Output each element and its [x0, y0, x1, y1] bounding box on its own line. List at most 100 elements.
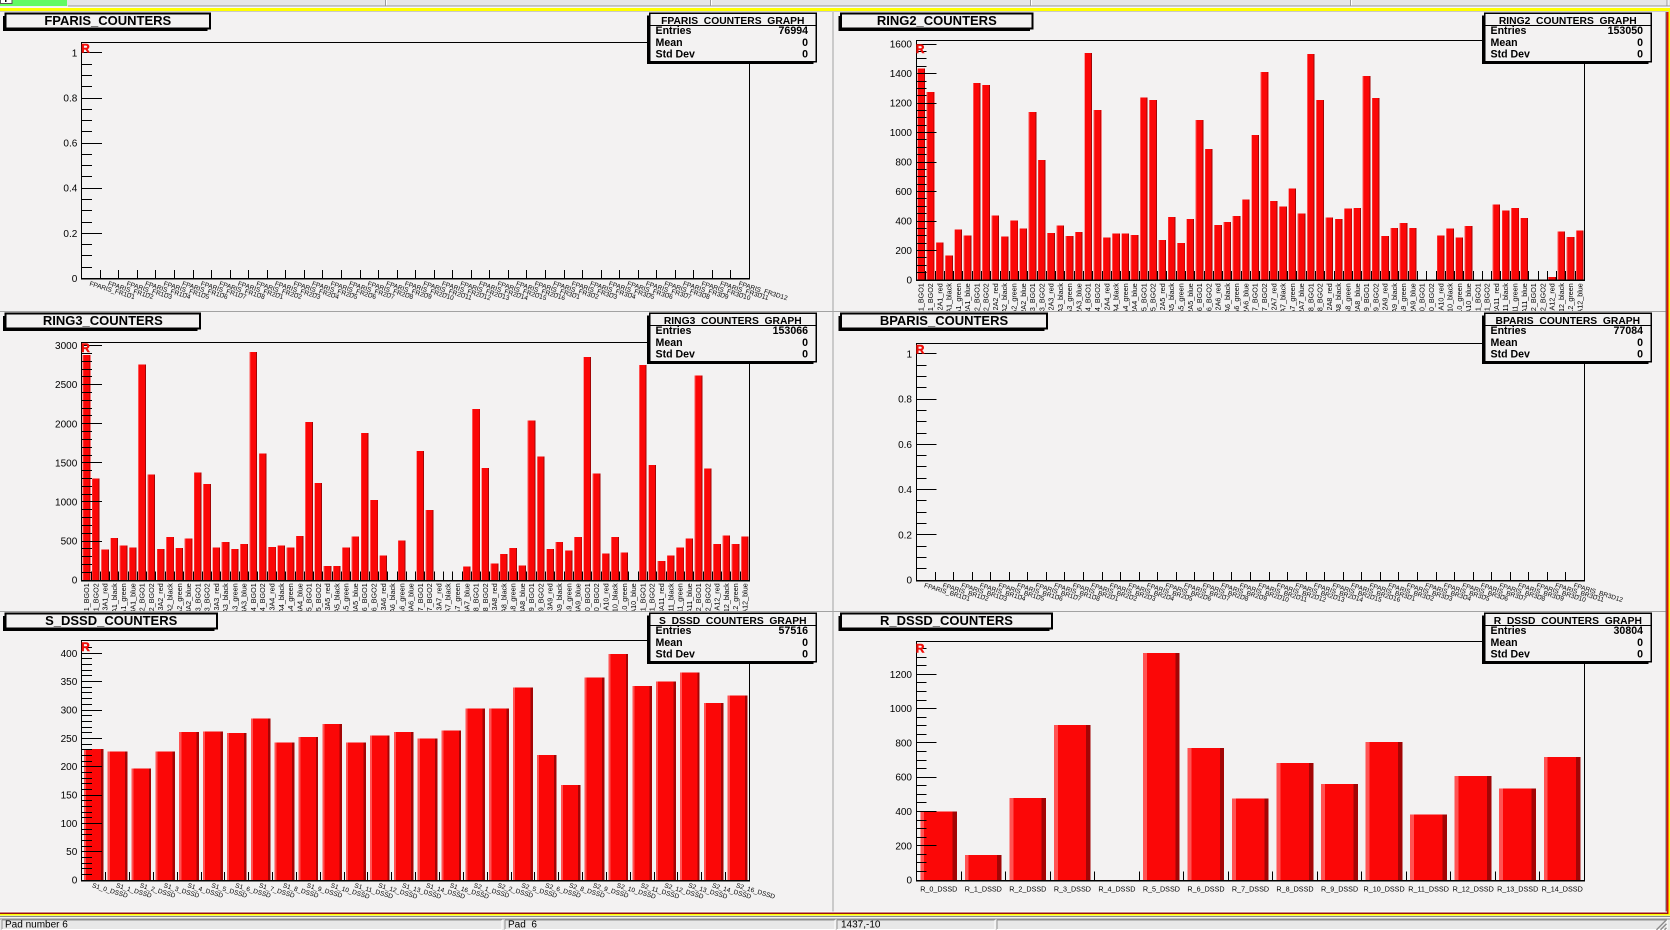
svg-text:3A11_BGO1: 3A11_BGO1: [639, 583, 648, 623]
svg-text:3A6_red: 3A6_red: [379, 583, 388, 610]
svg-text:0: 0: [906, 876, 912, 887]
svg-text:3A8_BGO1: 3A8_BGO1: [472, 583, 481, 620]
svg-text:1000: 1000: [890, 704, 913, 715]
svg-text:2A5_BGO1: 2A5_BGO1: [1139, 283, 1148, 320]
svg-text:250: 250: [61, 734, 78, 745]
svg-text:2A4_blue: 2A4_blue: [1130, 283, 1139, 313]
svg-text:0: 0: [72, 274, 78, 285]
svg-text:3A7_BGO2: 3A7_BGO2: [425, 583, 434, 620]
svg-text:3A6_green: 3A6_green: [397, 583, 406, 618]
svg-text:RING3_COUNTERS_GRAPH: RING3_COUNTERS_GRAPH: [664, 316, 802, 327]
svg-text:1000: 1000: [890, 128, 913, 139]
svg-text:3A7_red: 3A7_red: [434, 583, 443, 610]
svg-text:0: 0: [906, 576, 912, 587]
svg-text:Entries: Entries: [656, 25, 692, 37]
svg-text:FPARIS_COUNTERS_GRAPH: FPARIS_COUNTERS_GRAPH: [661, 16, 804, 27]
svg-text:153050: 153050: [1608, 25, 1643, 37]
svg-text:R_4_DSSD: R_4_DSSD: [1098, 884, 1135, 893]
svg-text:FPARIS_COUNTERS: FPARIS_COUNTERS: [44, 13, 171, 28]
svg-text:2A7_blue: 2A7_blue: [1297, 283, 1306, 313]
svg-text:Std Dev: Std Dev: [1491, 349, 1531, 361]
svg-text:2A5_blue: 2A5_blue: [1186, 283, 1195, 313]
svg-text:0: 0: [802, 49, 808, 61]
svg-text:R_7_DSSD: R_7_DSSD: [1232, 884, 1269, 893]
svg-text:600: 600: [895, 773, 912, 784]
svg-text:3A10_BGO2: 3A10_BGO2: [592, 583, 601, 624]
svg-text:3A1_black: 3A1_black: [110, 583, 119, 617]
svg-text:0: 0: [802, 37, 808, 49]
svg-text:2A7_red: 2A7_red: [1269, 283, 1278, 310]
svg-text:2A3_red: 2A3_red: [1047, 283, 1056, 310]
svg-text:Mean: Mean: [1491, 37, 1518, 49]
svg-text:0: 0: [1637, 49, 1643, 61]
svg-text:1: 1: [72, 49, 78, 60]
svg-text:Std Dev: Std Dev: [656, 649, 696, 661]
svg-text:0.2: 0.2: [898, 530, 912, 541]
svg-text:300: 300: [61, 706, 78, 717]
svg-text:3A2_blue: 3A2_blue: [184, 583, 193, 613]
svg-text:2A2_blue: 2A2_blue: [1019, 283, 1028, 313]
svg-text:2A1_BGO2: 2A1_BGO2: [926, 283, 935, 320]
svg-text:Std Dev: Std Dev: [1491, 649, 1531, 661]
svg-text:153066: 153066: [773, 325, 808, 337]
svg-text:3A7_black: 3A7_black: [444, 583, 453, 617]
svg-text:3A4_blue: 3A4_blue: [295, 583, 304, 613]
svg-text:2A6_BGO1: 2A6_BGO1: [1195, 283, 1204, 320]
svg-text:2A8_red: 2A8_red: [1325, 283, 1334, 310]
svg-text:BPARIS_COUNTERS_GRAPH: BPARIS_COUNTERS_GRAPH: [1496, 316, 1641, 327]
svg-text:0: 0: [802, 349, 808, 361]
svg-text:2A9_red: 2A9_red: [1381, 283, 1390, 310]
svg-text:Entries: Entries: [1491, 25, 1527, 37]
svg-text:3A10_blue: 3A10_blue: [629, 583, 638, 617]
svg-text:3A9_green: 3A9_green: [564, 583, 573, 618]
svg-text:3A8_black: 3A8_black: [499, 583, 508, 617]
svg-text:R_14_DSSD: R_14_DSSD: [1542, 884, 1583, 893]
svg-text:2A8_black: 2A8_black: [1334, 283, 1343, 317]
svg-text:R_12_DSSD: R_12_DSSD: [1453, 884, 1494, 893]
svg-text:2A1_blue: 2A1_blue: [963, 283, 972, 313]
svg-text:Entries: Entries: [1491, 625, 1527, 637]
svg-text:2A4_BGO1: 2A4_BGO1: [1084, 283, 1093, 320]
svg-text:3A11_black: 3A11_black: [666, 583, 675, 620]
svg-text:3A5_red: 3A5_red: [323, 583, 332, 610]
svg-text:2A8_BGO1: 2A8_BGO1: [1306, 283, 1315, 320]
svg-text:Entries: Entries: [656, 325, 692, 337]
svg-text:2A12_black: 2A12_black: [1557, 283, 1566, 321]
svg-text:Entries: Entries: [1491, 325, 1527, 337]
svg-text:2A12_green: 2A12_green: [1566, 283, 1575, 322]
svg-text:50: 50: [66, 847, 78, 858]
svg-text:0.8: 0.8: [898, 395, 912, 406]
svg-text:2A11_black: 2A11_black: [1501, 283, 1510, 320]
svg-text:2A2_BGO2: 2A2_BGO2: [982, 283, 991, 320]
svg-text:2A12_BGO1: 2A12_BGO1: [1529, 283, 1538, 324]
svg-text:2A9_BGO1: 2A9_BGO1: [1362, 283, 1371, 320]
svg-text:2A9_BGO2: 2A9_BGO2: [1371, 283, 1380, 320]
svg-text:200: 200: [61, 762, 78, 773]
svg-text:R_DSSD_COUNTERS_GRAPH: R_DSSD_COUNTERS_GRAPH: [1494, 616, 1642, 627]
svg-text:3A4_BGO2: 3A4_BGO2: [258, 583, 267, 620]
svg-text:2A7_BGO2: 2A7_BGO2: [1260, 283, 1269, 320]
svg-text:S_DSSD_COUNTERS_GRAPH: S_DSSD_COUNTERS_GRAPH: [659, 616, 807, 627]
svg-text:2A3_black: 2A3_black: [1056, 283, 1065, 317]
svg-text:2A7_black: 2A7_black: [1279, 283, 1288, 317]
svg-text:3A7_green: 3A7_green: [453, 583, 462, 618]
svg-text:0: 0: [72, 576, 78, 587]
svg-text:RING3_COUNTERS: RING3_COUNTERS: [43, 313, 163, 328]
svg-text:3A7_blue: 3A7_blue: [462, 583, 471, 613]
svg-text:3A1_blue: 3A1_blue: [128, 583, 137, 613]
svg-text:2A10_BGO1: 2A10_BGO1: [1418, 283, 1427, 324]
svg-text:200: 200: [895, 246, 912, 257]
svg-text:3A3_green: 3A3_green: [230, 583, 239, 618]
svg-text:2A6_blue: 2A6_blue: [1242, 283, 1251, 313]
svg-text:3A4_red: 3A4_red: [268, 583, 277, 610]
svg-text:3A11_red: 3A11_red: [657, 583, 666, 614]
svg-text:3A3_BGO2: 3A3_BGO2: [203, 583, 212, 620]
svg-text:2A4_green: 2A4_green: [1121, 283, 1130, 318]
svg-text:2A10_black: 2A10_black: [1446, 283, 1455, 321]
svg-text:2A3_blue: 2A3_blue: [1075, 283, 1084, 313]
svg-text:0: 0: [1637, 649, 1643, 661]
svg-text:3A11_blue: 3A11_blue: [685, 583, 694, 617]
svg-text:1600: 1600: [890, 40, 913, 51]
svg-text:30804: 30804: [1614, 625, 1644, 637]
svg-text:Std Dev: Std Dev: [656, 49, 696, 61]
